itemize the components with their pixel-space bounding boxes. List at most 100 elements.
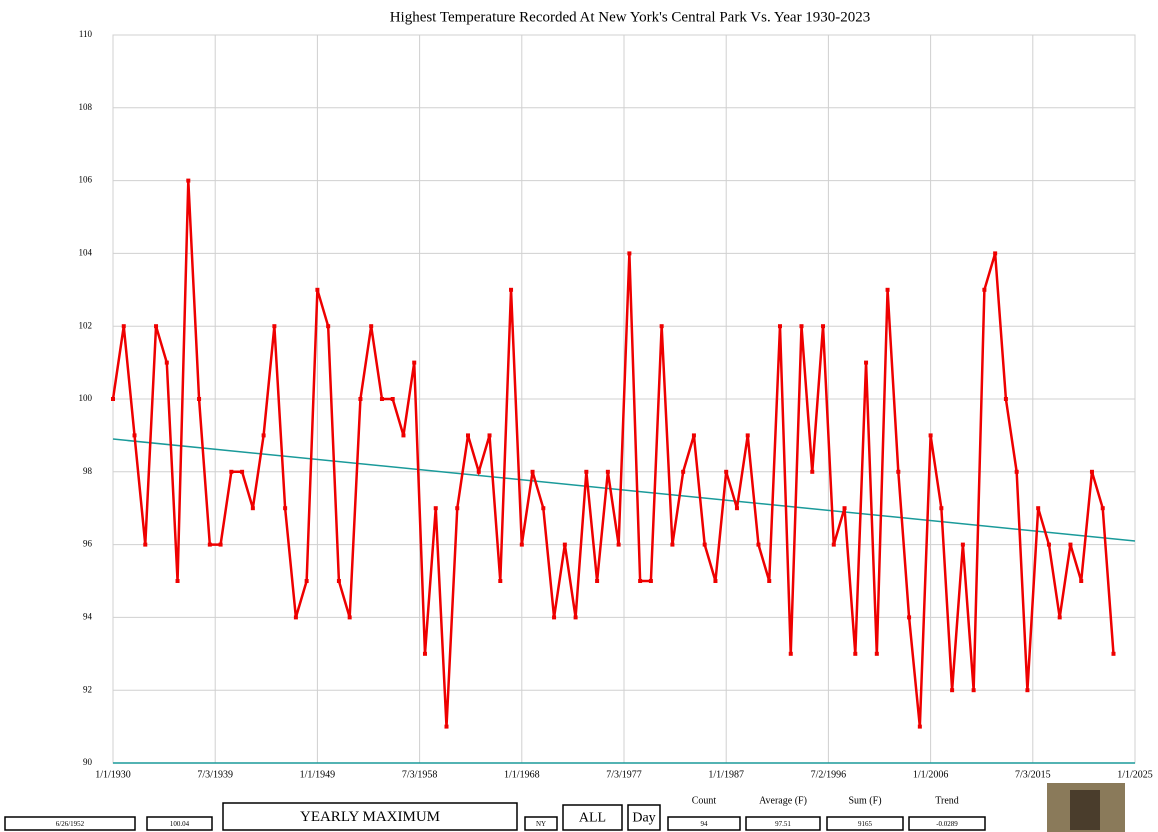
data-point: [250, 506, 255, 511]
data-point: [1046, 542, 1051, 547]
data-point: [186, 178, 191, 183]
y-tick-label: 106: [79, 175, 93, 185]
data-point: [745, 433, 750, 438]
data-point: [928, 433, 933, 438]
data-point: [293, 615, 298, 620]
x-tick-label: 1/1/1968: [504, 769, 540, 780]
data-point: [229, 469, 234, 474]
data-point: [1014, 469, 1019, 474]
data-point: [605, 469, 610, 474]
data-point: [164, 360, 169, 365]
mode-field-box[interactable]: [222, 802, 518, 831]
stat-label: Average (F): [759, 795, 807, 806]
data-point: [993, 251, 998, 256]
data-point: [476, 469, 481, 474]
x-tick-label: 1/1/2006: [913, 769, 949, 780]
y-tick-label: 100: [79, 393, 93, 403]
data-point: [1036, 506, 1041, 511]
data-point: [691, 433, 696, 438]
data-point: [917, 724, 922, 729]
data-point: [519, 542, 524, 547]
data-point: [487, 433, 492, 438]
data-point: [788, 651, 793, 656]
data-point: [627, 251, 632, 256]
data-point: [939, 506, 944, 511]
data-point: [412, 360, 417, 365]
y-tick-label: 110: [79, 29, 93, 39]
range-field-box[interactable]: [562, 804, 623, 831]
data-point: [304, 579, 309, 583]
data-point: [724, 469, 729, 474]
data-point: [799, 324, 804, 329]
data-point: [1068, 542, 1073, 547]
period-field-box[interactable]: [627, 804, 661, 831]
y-tick-label: 104: [79, 247, 93, 257]
y-tick-label: 108: [79, 102, 93, 112]
data-point: [143, 542, 148, 547]
period-field: Day: [632, 811, 655, 826]
stat-value: 97.51: [775, 820, 791, 828]
x-tick-label: 1/1/1987: [708, 769, 744, 780]
data-point: [218, 542, 223, 547]
x-tick-label: 7/3/2015: [1015, 769, 1051, 780]
x-tick-label: 1/1/1930: [95, 769, 131, 780]
stat-value-box[interactable]: [667, 816, 741, 831]
range-field: ALL: [579, 811, 606, 826]
date-field-box[interactable]: [4, 816, 136, 831]
stat-value: 94: [701, 820, 709, 828]
data-point: [121, 324, 126, 329]
data-point: [422, 651, 427, 656]
x-tick-label: 7/3/1958: [402, 769, 438, 780]
data-point: [616, 542, 621, 547]
data-point: [1111, 651, 1116, 656]
data-point: [842, 506, 847, 511]
data-point: [401, 433, 406, 438]
thumbnail-figure: [1070, 790, 1100, 830]
data-point: [541, 506, 546, 511]
y-tick-label: 92: [83, 684, 92, 694]
x-tick-label: 1/1/2025: [1117, 769, 1153, 780]
data-point: [702, 542, 707, 547]
stat-value-box[interactable]: [745, 816, 821, 831]
x-tick-label: 7/3/1977: [606, 769, 642, 780]
value-field-box[interactable]: [146, 816, 213, 831]
data-point: [1100, 506, 1105, 511]
stat-value-box[interactable]: [908, 816, 986, 831]
data-point: [864, 360, 869, 365]
data-point: [498, 579, 503, 583]
data-point: [509, 287, 514, 292]
data-point: [810, 469, 815, 474]
station-field-box[interactable]: [524, 816, 558, 831]
data-line: [111, 180, 1115, 727]
data-point: [950, 688, 955, 693]
data-point: [240, 469, 245, 474]
x-tick-label: 7/2/1996: [811, 769, 847, 780]
data-point: [272, 324, 277, 329]
data-point: [713, 579, 718, 583]
value-field: 100.04: [170, 820, 190, 828]
date-field: 6/26/1952: [56, 820, 85, 828]
data-point: [379, 397, 384, 401]
data-point: [670, 542, 675, 547]
data-point: [154, 324, 159, 329]
trend-line: [112, 438, 1136, 542]
data-point: [444, 724, 449, 729]
y-tick-label: 96: [83, 539, 93, 549]
data-point: [132, 433, 137, 438]
data-point: [1057, 615, 1062, 620]
y-tick-label: 90: [83, 757, 93, 767]
data-point: [734, 506, 739, 511]
chart-title: Highest Temperature Recorded At New York…: [390, 9, 871, 25]
stat-value-box[interactable]: [826, 816, 904, 831]
stat-label: Trend: [935, 795, 959, 806]
data-point: [261, 433, 266, 438]
data-point: [1079, 579, 1084, 583]
stat-label: Sum (F): [848, 795, 881, 806]
data-point: [455, 506, 460, 511]
data-point: [831, 542, 836, 547]
data-point: [648, 579, 653, 583]
stat-value: 9165: [858, 820, 873, 828]
data-point: [982, 287, 987, 292]
data-point: [207, 542, 212, 547]
data-point: [466, 433, 471, 438]
